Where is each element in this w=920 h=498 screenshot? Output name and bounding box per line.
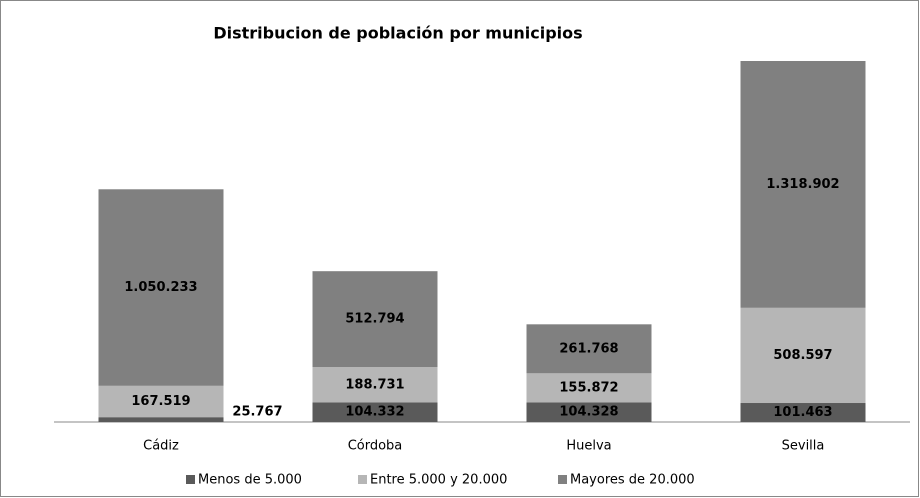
value-label: 508.597 [773,348,832,363]
bar-segment [740,307,866,404]
bar-segment [312,271,438,368]
x-tick-label: Sevilla [782,439,825,454]
value-label: 1.318.902 [766,177,839,192]
x-tick-label: Huelva [566,439,611,454]
bar-segment [98,189,224,386]
bar-segment [98,417,224,422]
legend-swatch [358,475,367,484]
value-label: 104.328 [559,405,618,420]
x-tick-label: Cádiz [143,439,179,454]
bar-segment [740,403,866,422]
legend-label: Entre 5.000 y 20.000 [370,473,507,488]
value-label: 101.463 [773,405,832,420]
legend-swatch [558,475,567,484]
value-label: 25.767 [232,405,282,420]
bar-segment [312,367,438,403]
legend-swatch [186,475,195,484]
value-label: 104.332 [345,405,404,420]
bar-segment [526,373,652,403]
bar-segment [526,402,652,422]
bar-segment [312,402,438,422]
value-label: 261.768 [559,341,618,356]
x-tick-label: Córdoba [348,439,403,454]
value-label: 155.872 [559,380,618,395]
value-label: 512.794 [345,312,404,327]
value-label: 167.519 [131,394,190,409]
bar-segment [98,385,224,418]
value-label: 1.050.233 [124,280,197,295]
bar-segment [740,61,866,308]
legend-label: Menos de 5.000 [198,473,302,488]
value-label: 188.731 [345,377,404,392]
chart-title: Distribucion de población por municipios [213,24,582,43]
bar-segment [526,324,652,374]
legend-label: Mayores de 20.000 [570,473,695,488]
